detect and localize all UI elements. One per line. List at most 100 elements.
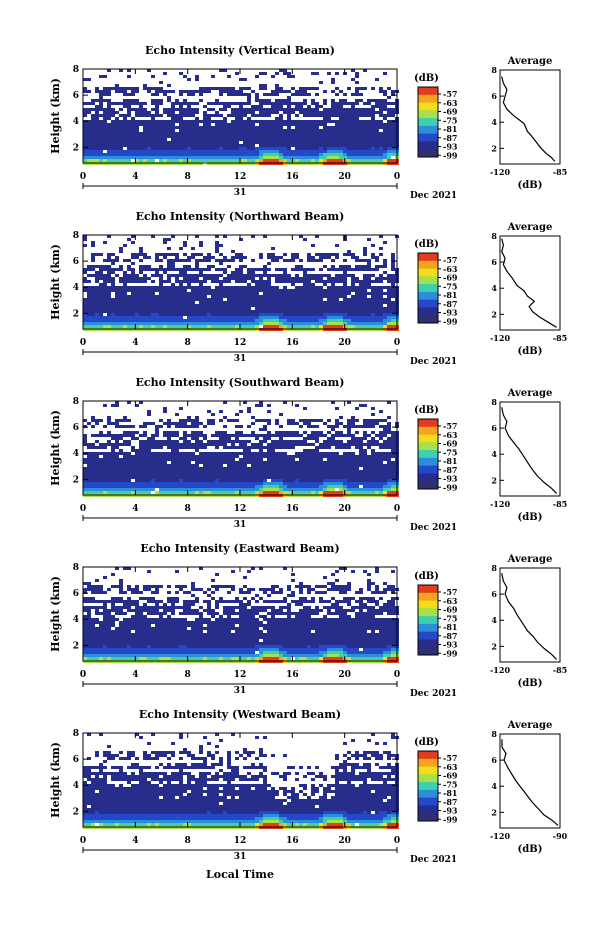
heatmap-cell: [343, 304, 347, 307]
heatmap-cell: [239, 319, 243, 322]
heatmap-cell: [383, 117, 387, 120]
heatmap-cell: [251, 461, 255, 464]
heatmap-cell: [247, 458, 251, 461]
heatmap-cell: [127, 150, 131, 153]
heatmap-cell: [191, 446, 195, 449]
heatmap-cell: [323, 274, 327, 277]
heatmap-cell: [243, 132, 247, 135]
heatmap-cell: [287, 488, 291, 491]
heatmap-cell: [219, 289, 223, 292]
heatmap-cell: [207, 458, 211, 461]
heatmap-cell: [379, 111, 383, 114]
heatmap-cell: [271, 108, 275, 111]
heatmap-cell: [175, 304, 179, 307]
heatmap-cell: [187, 470, 191, 473]
heatmap-cell: [259, 126, 263, 129]
heatmap-cell: [227, 153, 231, 156]
heatmap-cell: [223, 310, 227, 313]
heatmap-cell: [367, 111, 371, 114]
heatmap-cell: [163, 156, 167, 159]
heatmap-cell: [263, 141, 267, 144]
heatmap-cell: [171, 325, 175, 328]
heatmap-cell: [323, 265, 327, 268]
heatmap-cell: [387, 138, 391, 141]
heatmap-cell: [255, 295, 259, 298]
heatmap-cell: [239, 452, 243, 455]
heatmap-cell: [215, 247, 219, 250]
heatmap-cell: [351, 144, 355, 147]
heatmap-cell: [271, 138, 275, 141]
heatmap-cell: [83, 129, 87, 132]
heatmap-cell: [367, 259, 371, 262]
heatmap-cell: [355, 72, 359, 75]
heatmap-cell: [295, 256, 299, 259]
heatmap-cell: [291, 310, 295, 313]
colorbar-tick-label: -87: [443, 299, 457, 309]
heatmap-cell: [271, 467, 275, 470]
heatmap-cell: [335, 277, 339, 280]
heatmap-cell: [351, 286, 355, 289]
profile-title: Average: [507, 222, 553, 233]
heatmap-cell: [215, 135, 219, 138]
heatmap-cell: [299, 129, 303, 132]
heatmap-cell: [227, 147, 231, 150]
heatmap-cell: [347, 102, 351, 105]
heatmap-cell: [179, 464, 183, 467]
heatmap-cell: [263, 292, 267, 295]
heatmap-cell: [143, 470, 147, 473]
heatmap-cell: [351, 280, 355, 283]
heatmap-cell: [135, 298, 139, 301]
heatmap-cell: [315, 235, 319, 238]
heatmap-cell: [387, 141, 391, 144]
heatmap-cell: [259, 108, 263, 111]
heatmap-cell: [327, 485, 331, 488]
heatmap-cell: [311, 123, 315, 126]
heatmap-cell: [99, 132, 103, 135]
heatmap-cell: [183, 488, 187, 491]
heatmap-cell: [87, 322, 91, 325]
heatmap-cell: [195, 440, 199, 443]
heatmap-cell: [103, 114, 107, 117]
heatmap-cell: [163, 458, 167, 461]
heatmap-cell: [311, 289, 315, 292]
heatmap-cell: [203, 90, 207, 93]
heatmap-cell: [391, 289, 395, 292]
heatmap-cell: [207, 153, 211, 156]
heatmap-cell: [343, 123, 347, 126]
heatmap-cell: [287, 464, 291, 467]
heatmap-cell: [343, 298, 347, 301]
heatmap-cell: [199, 129, 203, 132]
heatmap-cell: [371, 120, 375, 123]
heatmap-cell: [311, 72, 315, 75]
heatmap-cell: [151, 99, 155, 102]
heatmap-cell: [235, 147, 239, 150]
heatmap-cell: [247, 295, 251, 298]
heatmap-cell: [235, 298, 239, 301]
x-tick-label: 0: [80, 172, 86, 182]
heatmap-cell: [135, 120, 139, 123]
heatmap-cell: [91, 126, 95, 129]
heatmap-cell: [103, 310, 107, 313]
heatmap-cell: [143, 135, 147, 138]
heatmap-cell: [311, 443, 315, 446]
heatmap-cell: [295, 316, 299, 319]
heatmap-cell: [299, 482, 303, 485]
heatmap-cell: [171, 301, 175, 304]
heatmap-cell: [331, 434, 335, 437]
heatmap-cell: [283, 99, 287, 102]
heatmap-cell: [391, 280, 395, 283]
heatmap-cell: [87, 295, 91, 298]
heatmap-cell: [371, 99, 375, 102]
heatmap-cell: [315, 304, 319, 307]
heatmap-cell: [391, 102, 395, 105]
colorbar-tick-label: -75: [443, 281, 457, 291]
heatmap-cell: [287, 301, 291, 304]
heatmap-cell: [111, 476, 115, 479]
heatmap-cell: [311, 292, 315, 295]
heatmap-cell: [311, 132, 315, 135]
heatmap-cell: [231, 289, 235, 292]
heatmap-cell: [351, 283, 355, 286]
heatmap-cell: [287, 72, 291, 75]
heatmap-cell: [175, 310, 179, 313]
